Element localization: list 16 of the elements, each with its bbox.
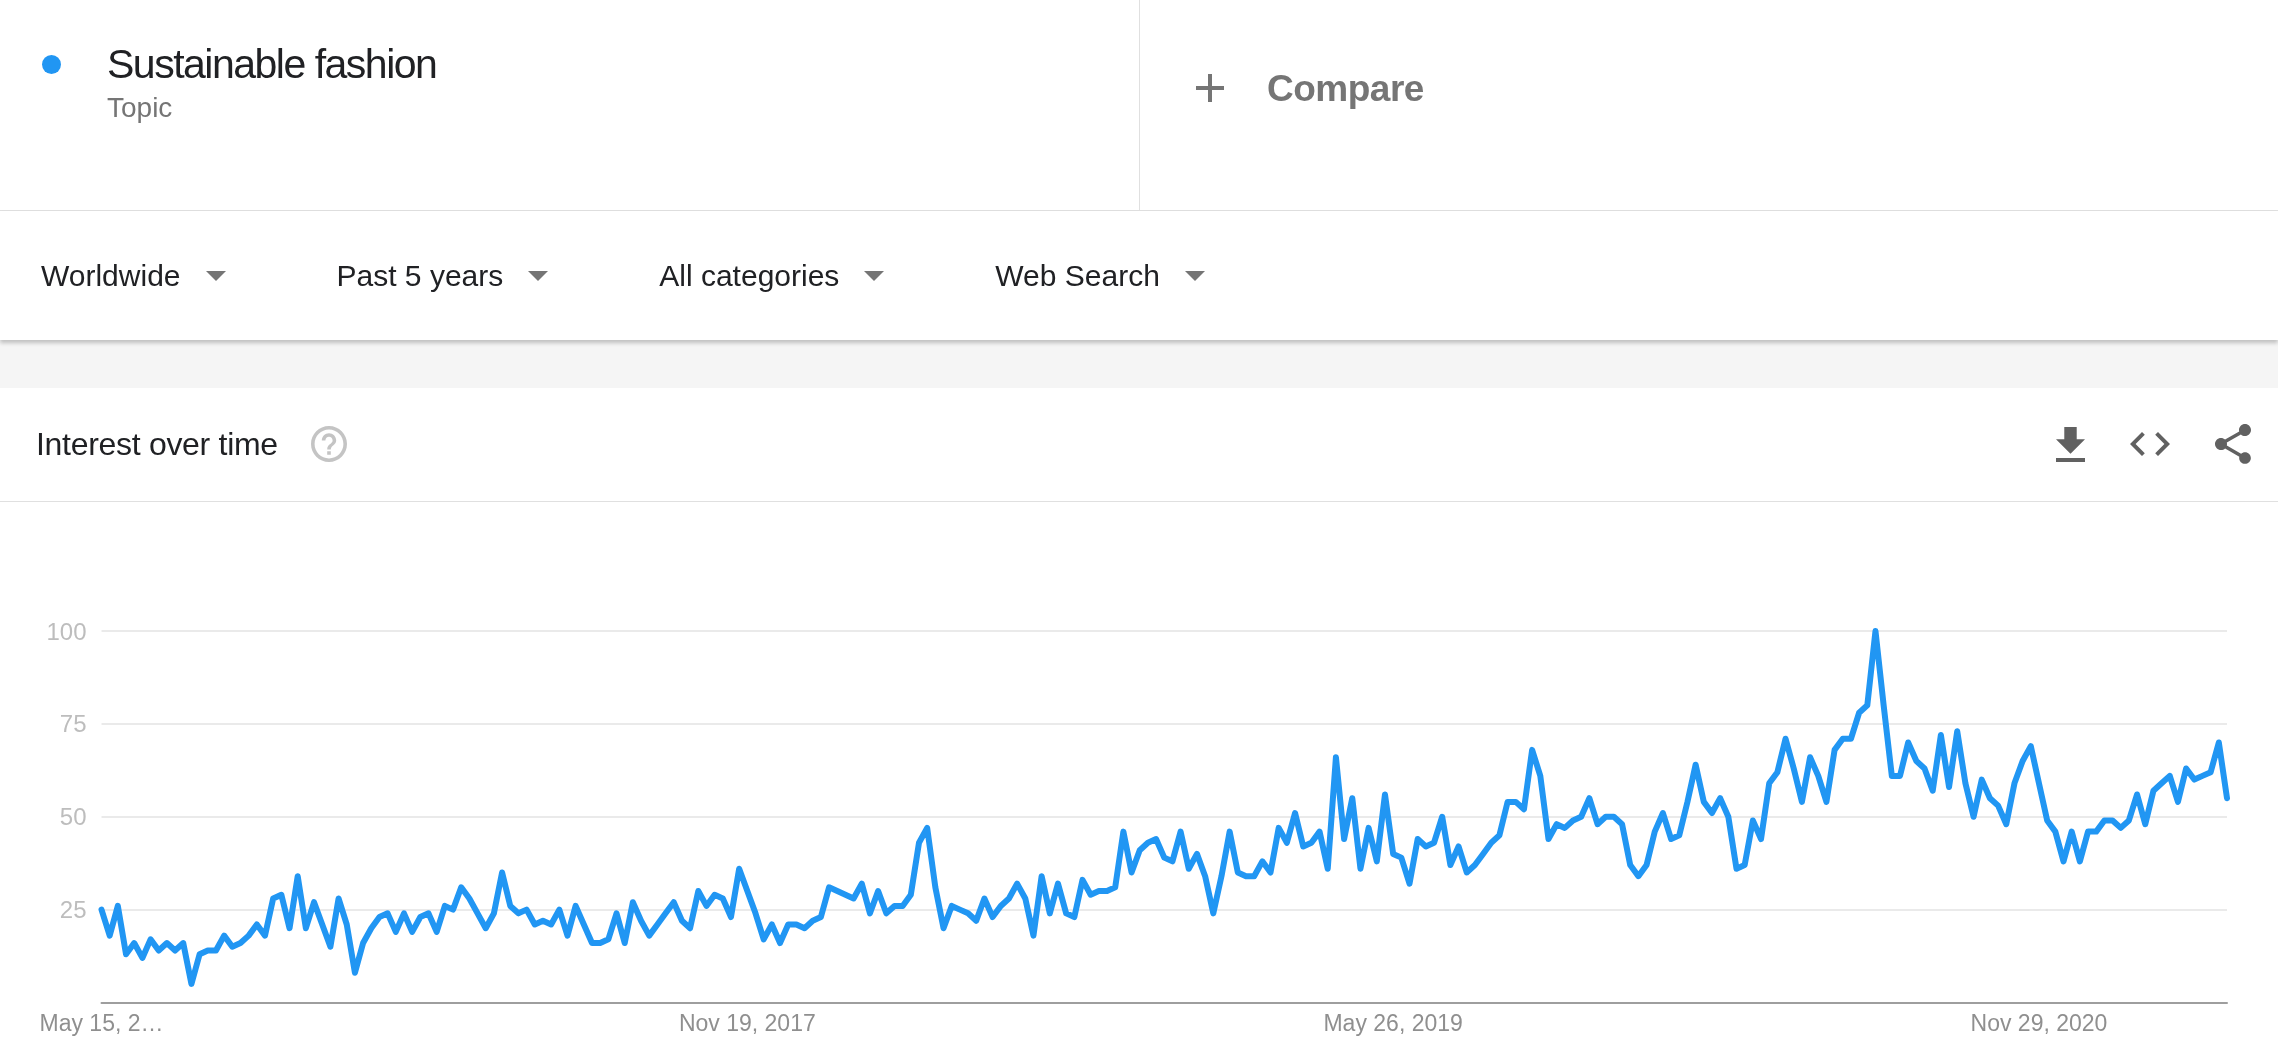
legend-label: Sustainable fashion: [107, 40, 437, 87]
chart-title: Interest over time: [36, 426, 278, 462]
x-tick-label: Nov 29, 2020: [1970, 1010, 2108, 1036]
text: Topic: [107, 92, 173, 123]
y-tick-label: 100: [46, 617, 87, 645]
text: Web Search: [995, 258, 1160, 292]
text: Compare: [1267, 67, 1424, 109]
y-tick-label: 25: [59, 896, 87, 924]
y-tick-label: 75: [59, 710, 87, 738]
x-tick-label: May 26, 2019: [1323, 1010, 1463, 1036]
x-tick-label: May 15, 2…: [39, 1010, 164, 1036]
text: Worldwide: [41, 258, 181, 292]
text: All categories: [659, 258, 840, 292]
y-tick-label: 50: [59, 803, 87, 831]
x-tick-label: Nov 19, 2017: [678, 1010, 816, 1036]
text: Past 5 years: [336, 258, 504, 292]
